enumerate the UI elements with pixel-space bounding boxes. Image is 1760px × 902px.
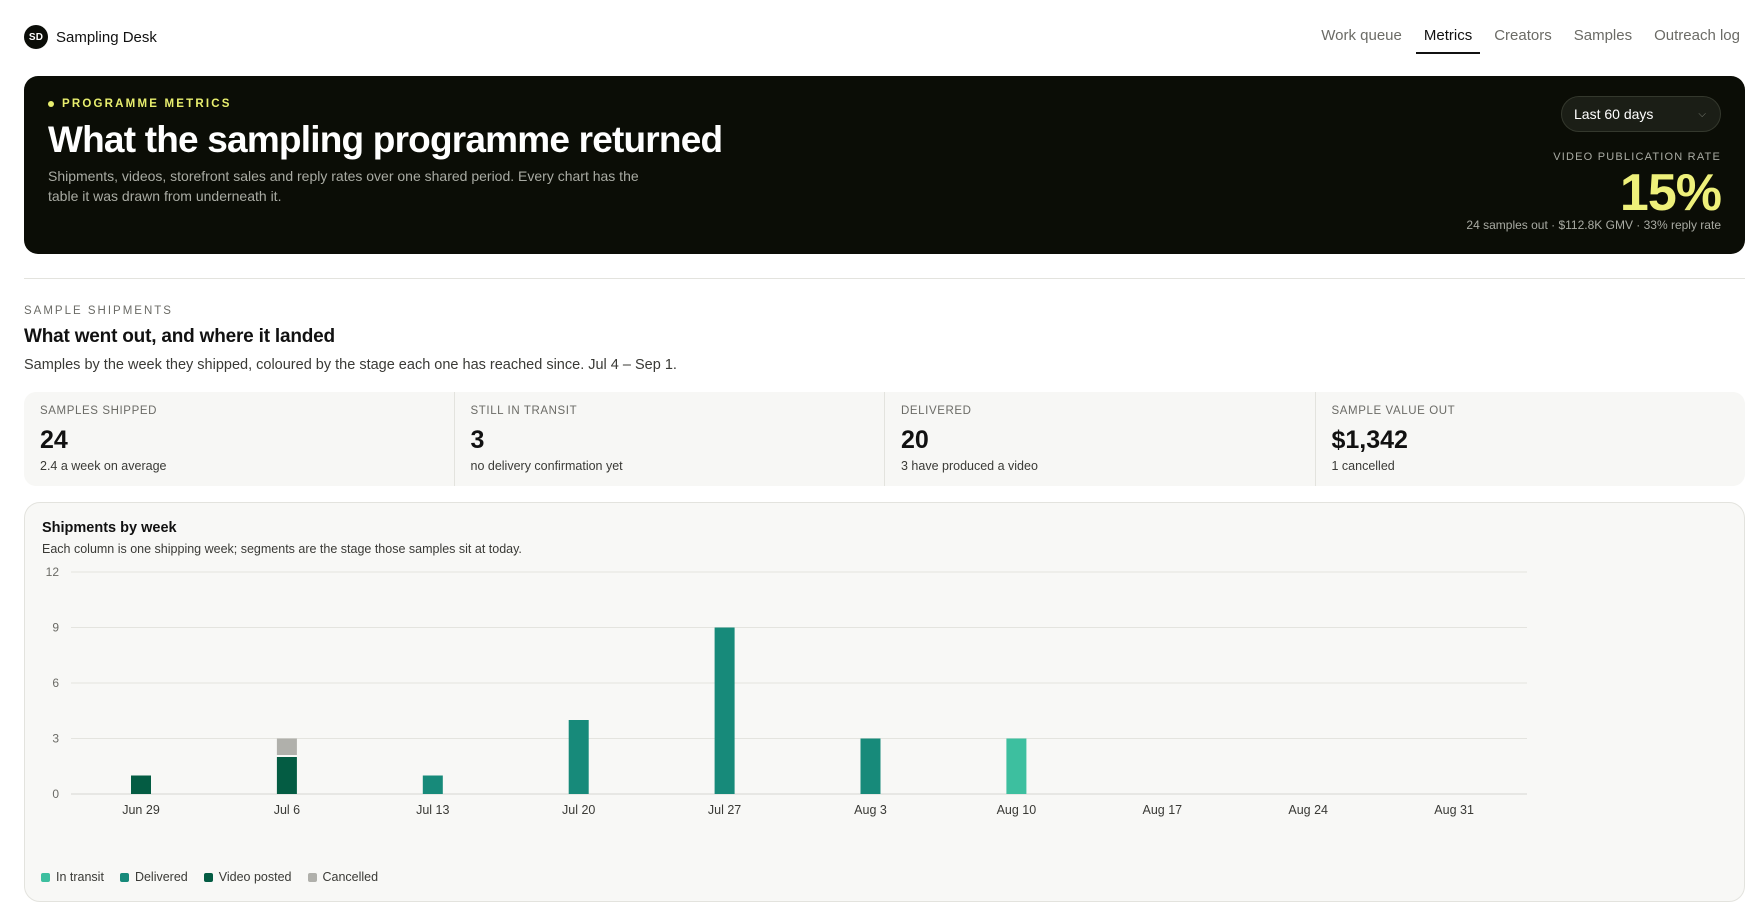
- hero-eyebrow-text: PROGRAMME METRICS: [62, 98, 232, 110]
- brand[interactable]: SD Sampling Desk: [24, 25, 157, 49]
- bar-segment-video-posted[interactable]: [276, 757, 297, 794]
- kpi-strip: SAMPLES SHIPPED 24 2.4 a week on average…: [24, 392, 1745, 486]
- bar-segment-delivered[interactable]: [860, 738, 881, 795]
- kpi-sample-value: SAMPLE VALUE OUT $1,342 1 cancelled: [1316, 392, 1746, 486]
- kpi-value: 20: [901, 426, 929, 454]
- legend-label: In transit: [56, 870, 104, 884]
- y-tick-label: 12: [46, 565, 60, 579]
- kpi-note: 2.4 a week on average: [40, 459, 167, 473]
- chart-subtitle: Each column is one shipping week; segmen…: [42, 542, 522, 556]
- x-tick-label: Jun 29: [122, 803, 160, 817]
- y-tick-label: 3: [52, 732, 59, 746]
- kpi-label: SAMPLE VALUE OUT: [1331, 405, 1456, 417]
- legend-item-delivered: Delivered: [119, 870, 188, 884]
- legend-item-video-posted: Video posted: [203, 870, 292, 884]
- legend-label: Cancelled: [322, 870, 379, 884]
- legend-label: Delivered: [134, 870, 188, 884]
- kpi-note: 3 have produced a video: [901, 459, 1038, 473]
- legend-swatch: [41, 872, 50, 882]
- kpi-value: 3: [470, 426, 485, 454]
- nav-metrics[interactable]: Metrics: [1415, 21, 1481, 54]
- hero-banner: PROGRAMME METRICS What the sampling prog…: [24, 76, 1745, 254]
- legend-item-cancelled: Cancelled: [307, 870, 379, 884]
- x-tick-label: Aug 24: [1288, 803, 1328, 817]
- legend-item-in-transit: In transit: [41, 870, 104, 884]
- nav-creators[interactable]: Creators: [1494, 27, 1552, 44]
- kpi-label: SAMPLES SHIPPED: [40, 405, 158, 417]
- y-tick-label: 9: [52, 621, 59, 635]
- legend-swatch: [307, 872, 317, 882]
- bar-segment-cancelled[interactable]: [276, 738, 297, 756]
- page-title: What the sampling programme returned: [48, 119, 723, 160]
- bar-segment-delivered[interactable]: [422, 775, 443, 795]
- section-title: What went out, and where it landed: [24, 326, 335, 347]
- page-subtitle: Shipments, videos, storefront sales and …: [48, 168, 639, 204]
- date-range-select[interactable]: Last 60 days ⌵: [1561, 96, 1721, 132]
- top-navigation: SD Sampling Desk Work queue Metrics Creato…: [24, 20, 1748, 54]
- nav-links: Work queue Metrics Creators Samples Outreach…: [1307, 21, 1748, 54]
- section-eyebrow: SAMPLE SHIPMENTS: [24, 305, 173, 317]
- kpi-note: 1 cancelled: [1331, 459, 1395, 473]
- x-tick-label: Jul 27: [708, 803, 741, 817]
- date-range-value: Last 60 days: [1574, 106, 1654, 122]
- y-tick-label: 0: [52, 787, 59, 801]
- kpi-note: no delivery confirmation yet: [470, 459, 623, 473]
- brand-logo: SD: [24, 25, 48, 49]
- publication-rate-value: 15%: [1619, 164, 1722, 222]
- kpi-samples-shipped: SAMPLES SHIPPED 24 2.4 a week on average: [24, 392, 455, 486]
- x-tick-label: Aug 17: [1142, 803, 1182, 817]
- dot-icon: [48, 101, 54, 107]
- publication-rate-summary: 24 samples out · $112.8K GMV · 33% reply…: [1466, 218, 1721, 232]
- legend-swatch: [119, 872, 129, 882]
- x-tick-label: Aug 3: [854, 803, 887, 817]
- x-tick-label: Aug 31: [1434, 803, 1474, 817]
- bar-segment-in-transit[interactable]: [1006, 738, 1027, 795]
- section-divider: [24, 278, 1745, 279]
- chart-legend: In transit Delivered Video posted Cancelled: [41, 870, 378, 884]
- publication-rate-label: VIDEO PUBLICATION RATE: [1553, 151, 1721, 163]
- chevron-down-icon: ⌵: [1698, 108, 1706, 120]
- nav-outreach-log[interactable]: Outreach log: [1654, 27, 1740, 44]
- kpi-value: $1,342: [1331, 426, 1408, 454]
- section-subtitle: Samples by the week they shipped, colour…: [24, 357, 677, 373]
- chart-title: Shipments by week: [42, 520, 177, 536]
- kpi-label: STILL IN TRANSIT: [470, 405, 578, 417]
- y-tick-label: 6: [52, 676, 59, 690]
- x-tick-label: Jul 6: [274, 803, 300, 817]
- brand-name: Sampling Desk: [56, 28, 157, 46]
- shipments-chart-card: 0 3 6 9 12 Jun 29 Jul 6 Jul 13 Jul 20 Jul 27 Aug 3…: [24, 502, 1745, 902]
- hero-eyebrow: PROGRAMME METRICS: [48, 98, 232, 110]
- nav-work-queue[interactable]: Work queue: [1321, 27, 1402, 44]
- legend-label: Video posted: [218, 870, 292, 884]
- x-tick-label: Jul 13: [416, 803, 449, 817]
- bar-segment-delivered[interactable]: [714, 627, 735, 795]
- shipments-bar-chart: 0 3 6 9 12 Jun 29 Jul 6 Jul 13 Jul 20 Jul 27 Aug 3…: [46, 565, 1527, 817]
- kpi-label: DELIVERED: [901, 405, 972, 417]
- bar-segment-video-posted[interactable]: [131, 775, 151, 795]
- x-tick-label: Aug 10: [997, 803, 1037, 817]
- kpi-in-transit: STILL IN TRANSIT 3 no delivery confirmat…: [455, 392, 885, 486]
- bar-segment-delivered[interactable]: [568, 720, 589, 794]
- kpi-delivered: DELIVERED 20 3 have produced a video: [885, 392, 1316, 486]
- legend-swatch: [203, 872, 213, 882]
- x-tick-label: Jul 20: [562, 803, 595, 817]
- kpi-value: 24: [40, 426, 68, 454]
- nav-samples[interactable]: Samples: [1573, 27, 1633, 44]
